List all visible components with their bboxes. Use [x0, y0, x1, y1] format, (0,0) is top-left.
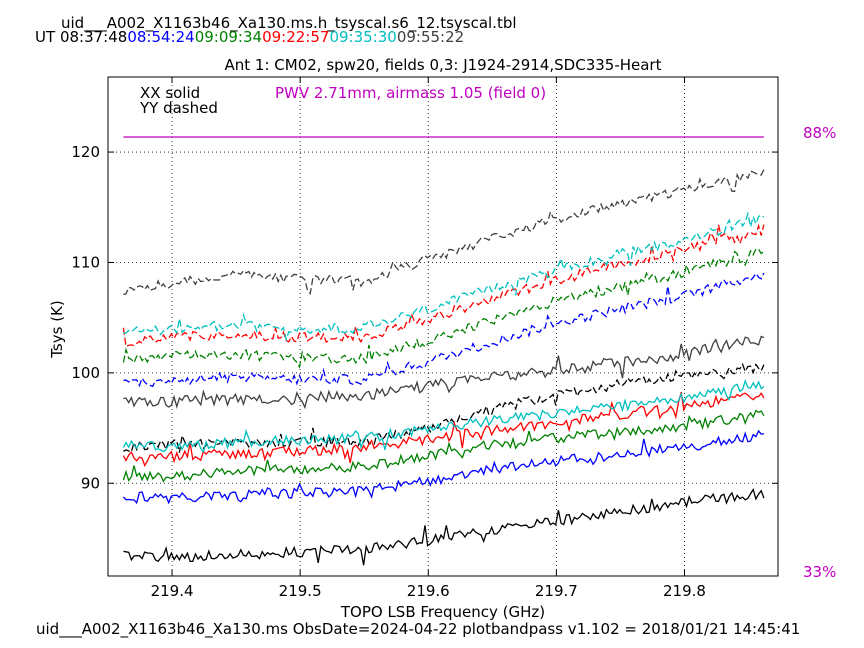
file-title: uid___A002_X1163b46_Xa130.ms.h_tsyscal.s…: [61, 14, 517, 32]
pwv-annotation: PWV 2.71mm, airmass 1.05 (field 0): [275, 84, 546, 102]
legend-yy: YY dashed: [139, 99, 218, 117]
x-axis-label: TOPO LSB Frequency (GHz): [340, 603, 545, 621]
x-tick-label: 219.6: [407, 582, 450, 600]
y-tick-label: 90: [81, 474, 100, 492]
series-line-xx-085424: [122, 429, 764, 505]
series-line-xx-095522: [123, 335, 765, 410]
series-line-yy-090934: [122, 248, 765, 369]
ut-time: 08:54:24: [127, 28, 195, 46]
chart-title: Ant 1: CM02, spw20, fields 0,3: J1924-29…: [225, 56, 662, 74]
x-tick-label: 219.7: [535, 582, 578, 600]
series-line-xx-090934: [122, 409, 765, 483]
grid-layer: [108, 77, 778, 576]
ut-time: 08:37:48: [59, 28, 128, 46]
y-axis-label: Tsys (K): [48, 300, 66, 359]
atm-bottom-label: 33%: [803, 563, 836, 581]
series-line-yy-093530: [123, 211, 765, 342]
ut-time: 09:55:22: [396, 28, 465, 46]
x-tick-label: 219.4: [151, 582, 194, 600]
ut-time: 09:22:57: [262, 28, 330, 46]
tick-layer: 219.4 219.5 219.6 219.7 219.8 90 100 110 120: [71, 77, 778, 600]
y-tick-label: 120: [71, 143, 100, 161]
legend-xx: XX solid: [140, 84, 200, 102]
series-line-xx-093530: [122, 379, 765, 454]
ut-times-row: UT 08:37:4808:54:2409:09:3409:22:5709:35…: [35, 30, 464, 45]
x-tick-label: 219.5: [279, 582, 322, 600]
y-tick-label: 110: [71, 253, 100, 271]
atm-top-label: 88%: [803, 124, 836, 142]
ut-time: 09:35:30: [329, 28, 397, 46]
ut-time: 09:09:34: [194, 28, 263, 46]
series-line-yy-095522: [123, 169, 765, 296]
x-tick-label: 219.8: [663, 582, 706, 600]
ut-prefix: UT: [35, 28, 56, 46]
plot-frame: [107, 76, 779, 577]
series-line-yy-085424: [123, 272, 765, 388]
series-line-yy-092257: [122, 223, 765, 348]
footer-text: uid___A002_X1163b46_Xa130.ms ObsDate=202…: [36, 620, 801, 638]
ut-times: 08:37:4808:54:2409:09:3409:22:5709:35:30…: [60, 28, 464, 46]
series-line-yy-083748: [123, 362, 765, 453]
series-line-xx-092257: [122, 392, 765, 468]
y-tick-label: 100: [71, 364, 100, 382]
series-line-xx-083748: [123, 488, 765, 566]
series-layer: [122, 169, 765, 566]
